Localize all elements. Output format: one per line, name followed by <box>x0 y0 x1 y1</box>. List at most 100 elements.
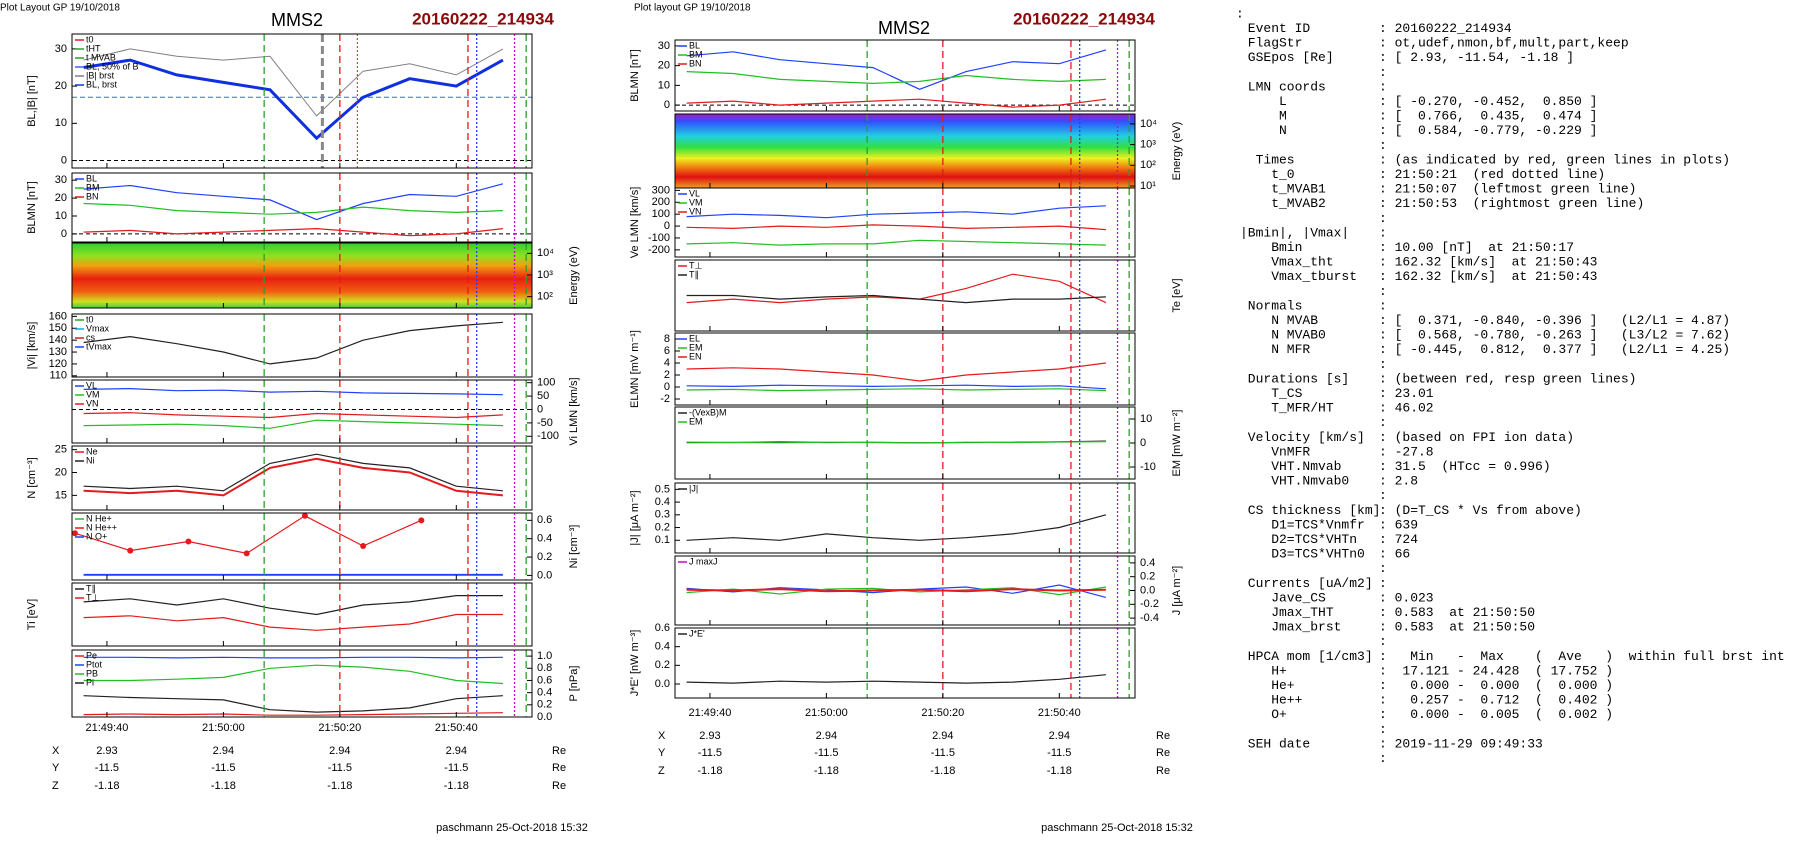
legend-label: tHT <box>86 43 101 53</box>
summary-value: : <box>1379 415 1387 430</box>
summary-value: : -27.8 <box>1379 444 1434 459</box>
summary-key: D2=TCS*VHTn <box>1240 532 1357 547</box>
position-value: -11.5 <box>1047 747 1071 759</box>
position-value: 2.94 <box>1049 730 1070 742</box>
panel-frame <box>674 627 1136 699</box>
y-axis-label: N [cm⁻³] <box>26 457 38 498</box>
y-axis-label: J*E' [nW m⁻³] <box>629 630 641 697</box>
y-tick-label: 25 <box>55 444 67 456</box>
y-axis-label: |J| [μA m⁻²] <box>629 490 641 545</box>
summary-key: SEH date <box>1240 736 1310 751</box>
summary-value: : <box>1379 576 1387 591</box>
x-tick-label: 21:50:20 <box>318 722 361 734</box>
y-tick-label: 0 <box>1140 437 1146 449</box>
panel-frame <box>674 187 1136 258</box>
panel-data <box>675 40 1135 111</box>
y-tick-label: 15 <box>55 489 67 501</box>
series-line <box>83 695 503 713</box>
summary-key: M <box>1240 109 1287 124</box>
data-point <box>360 543 367 550</box>
panel-frame <box>674 332 1136 406</box>
y-tick-label: -0.4 <box>1140 612 1159 624</box>
summary-key: Bmin <box>1240 240 1302 255</box>
y-tick-label: 0 <box>664 381 670 393</box>
summary-value: : <box>1379 65 1387 80</box>
position-value: -11.5 <box>95 762 119 774</box>
series-line <box>74 515 422 555</box>
position-label: X <box>658 730 666 742</box>
footer: paschmann 25-Oct-2018 15:32 <box>436 822 588 834</box>
legend-label: T∥ <box>689 269 699 279</box>
series-line <box>83 656 503 659</box>
position-value: 2.94 <box>213 745 234 757</box>
y-tick-label: 10² <box>1140 159 1156 171</box>
panel-data <box>263 243 527 308</box>
summary-value: : 66 <box>1379 547 1410 562</box>
legend-label: J*E' <box>689 628 705 638</box>
y-axis-label: Energy (eV) <box>568 246 580 305</box>
legend-label: BL <box>86 173 97 183</box>
spectrogram <box>72 243 532 308</box>
series-line <box>686 49 1107 90</box>
data-point <box>418 517 425 524</box>
y-tick-label: 0.2 <box>655 521 670 533</box>
position-unit: Re <box>1156 765 1170 777</box>
panel-data <box>686 188 1130 257</box>
position-value: 2.93 <box>699 730 720 742</box>
summary-key: Jmax_THT <box>1240 605 1334 620</box>
panel-frame <box>674 259 1136 332</box>
series-line <box>83 664 503 685</box>
summary-value: : <box>1379 751 1387 766</box>
y-tick-label: 10³ <box>537 269 553 281</box>
summary-key: LMN coords <box>1240 79 1326 94</box>
y-axis-label: Energy (eV) <box>1171 122 1183 181</box>
position-unit: Re <box>552 745 566 757</box>
summary-value: : <box>1379 488 1387 503</box>
legend-label: cs <box>86 332 96 342</box>
legend-label: VM <box>86 389 100 399</box>
x-tick-label: 21:49:40 <box>689 707 732 719</box>
y-tick-label: -50 <box>537 417 553 429</box>
legend-label: t0 <box>86 34 94 44</box>
summary-value: : 0.000 - 0.005 ( 0.002 ) <box>1379 707 1613 722</box>
summary-value: : 0.583 at 21:50:50 <box>1379 605 1535 620</box>
panel-frame <box>71 33 533 169</box>
legend-label: T∥ <box>86 583 96 593</box>
y-tick-label: 120 <box>49 358 67 370</box>
summary-value: : <box>1379 284 1387 299</box>
y-tick-label: 30 <box>55 43 67 55</box>
station: MMS2 <box>878 18 930 38</box>
y-tick-label: 0.5 <box>655 483 670 495</box>
y-tick-label: 0.4 <box>537 687 552 699</box>
y-axis-label: Vi LMN [km/s] <box>568 377 580 445</box>
summary-value: : [ -0.270, -0.452, 0.850 ] <box>1379 94 1597 109</box>
summary-key: Vmax_tht <box>1240 255 1334 270</box>
position-value: 2.94 <box>932 730 953 742</box>
summary-key: T_CS <box>1240 386 1303 401</box>
summary-value: : 21:50:07 (leftmost green line) <box>1379 182 1636 197</box>
position-value: -11.5 <box>814 747 838 759</box>
series-line <box>83 227 503 237</box>
legend-label: BN <box>689 58 702 68</box>
series-line <box>686 514 1107 541</box>
panel-data <box>686 556 1130 625</box>
y-axis-label: BLMN [nT] <box>629 49 641 102</box>
summary-key: VHT.Nmvab0 <box>1240 474 1349 489</box>
summary-key: L <box>1240 94 1287 109</box>
panel-frame <box>71 313 533 378</box>
summary-value: : 639 <box>1379 517 1418 532</box>
legend-label: t0 <box>86 314 94 324</box>
data-point <box>127 547 134 554</box>
legend-label: Pe <box>86 650 97 660</box>
panel-data <box>686 260 1130 331</box>
y-tick-label: 1.0 <box>537 650 552 662</box>
y-tick-label: 300 <box>652 184 670 196</box>
y-tick-label: 30 <box>55 174 67 186</box>
y-tick-label: 10⁴ <box>537 247 554 259</box>
series-line <box>83 387 503 396</box>
series-line <box>83 613 503 631</box>
panel-frame <box>674 482 1136 554</box>
summary-key: T_MFR/HT <box>1240 401 1334 416</box>
position-value: -1.18 <box>697 765 722 777</box>
